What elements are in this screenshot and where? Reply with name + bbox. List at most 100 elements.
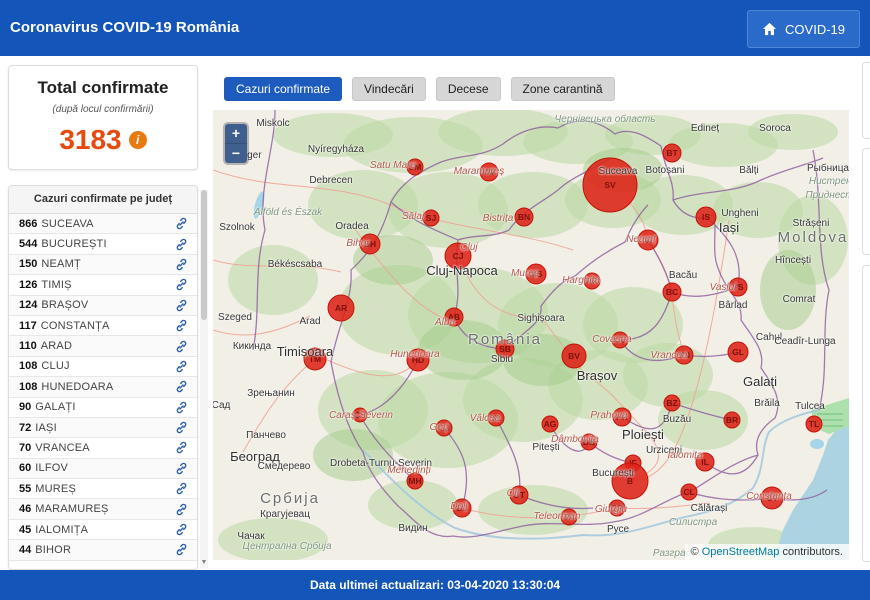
zoom-in-button[interactable]: + — [225, 124, 247, 143]
map-bubble-CL[interactable] — [680, 483, 698, 501]
map-label: Ploiești — [622, 427, 664, 442]
link-icon[interactable] — [175, 421, 189, 435]
county-count: 90 — [19, 401, 32, 414]
info-icon[interactable]: i — [128, 131, 147, 149]
covid19-nav-button[interactable]: COVID-19 — [747, 10, 860, 48]
map-bubble-BR[interactable] — [723, 411, 741, 429]
county-name: BRAȘOV — [41, 299, 89, 312]
map-label: Eger — [240, 150, 262, 161]
map-label: Русе — [606, 524, 630, 535]
map-label: Vrancea — [650, 350, 688, 361]
map-bubble-OT[interactable] — [509, 485, 529, 505]
link-icon[interactable] — [175, 461, 189, 475]
link-icon[interactable] — [175, 523, 189, 537]
map-bubble-B[interactable] — [611, 462, 649, 500]
map-bubble-VL[interactable] — [487, 409, 505, 427]
table-row: 70 VRANCEA — [9, 438, 197, 459]
map-label: Чачак — [237, 531, 265, 542]
map-bubble-MM[interactable] — [479, 162, 499, 182]
link-icon[interactable] — [175, 359, 189, 373]
map-bubble-TM[interactable] — [303, 347, 327, 371]
map-bubble-CV[interactable] — [611, 331, 629, 349]
tab-cazuri-confirmate[interactable]: Cazuri confirmate — [224, 77, 343, 101]
map-bubble-CT[interactable] — [760, 486, 784, 510]
map-bubble-BN[interactable] — [514, 207, 534, 227]
county-name: ILFOV — [35, 462, 69, 475]
link-icon[interactable] — [175, 298, 189, 312]
map-bubble-BC[interactable] — [662, 282, 682, 302]
map-label: Harghita — [562, 275, 600, 286]
map-bubble-GR[interactable] — [608, 499, 626, 517]
map-label: Olt — [506, 488, 520, 499]
map-bubble-HR[interactable] — [583, 272, 601, 290]
openstreetmap-link[interactable]: OpenStreetMap — [701, 546, 780, 558]
link-icon[interactable] — [175, 257, 189, 271]
scrollbar-thumb[interactable] — [201, 190, 207, 320]
map-bubble-IL[interactable] — [695, 452, 715, 472]
county-count: 117 — [19, 319, 37, 332]
link-icon[interactable] — [175, 543, 189, 557]
attribution-suffix: contributors. — [779, 546, 843, 558]
total-confirmed-subtitle: (după locul confirmării) — [52, 104, 154, 115]
map-label: Békéscsaba — [267, 259, 323, 270]
tab-decese[interactable]: Decese — [435, 77, 501, 101]
link-icon[interactable] — [175, 380, 189, 394]
map-bubble-GL[interactable] — [727, 341, 749, 363]
map-bubble-MS[interactable] — [525, 263, 547, 285]
map-bubble-SB[interactable] — [495, 339, 515, 359]
clipped-side-card — [862, 148, 870, 255]
map-bubble-CS[interactable] — [352, 407, 368, 423]
scrollbar-down-arrow[interactable]: ▼ — [200, 559, 208, 566]
map-bubble-NT[interactable] — [637, 229, 659, 251]
map-label: Cluj-Napoca — [426, 263, 498, 278]
map-bubble-BZ[interactable] — [663, 394, 681, 412]
county-table-header: Cazuri confirmate pe județ — [9, 186, 197, 214]
map-bubble-VS[interactable] — [728, 277, 748, 297]
map-bubble-DJ[interactable] — [452, 498, 472, 518]
tab-vindecari[interactable]: Vindecări — [352, 77, 426, 101]
map-bubble-PH[interactable] — [612, 407, 632, 427]
link-icon[interactable] — [175, 237, 189, 251]
map-bubble-AG[interactable] — [541, 415, 559, 433]
link-icon[interactable] — [175, 441, 189, 455]
map-bubble-AB[interactable] — [444, 307, 464, 327]
map-label: Teleorman — [533, 511, 581, 522]
map-bubble-TL[interactable] — [805, 415, 823, 433]
map-label: Bihor — [346, 238, 370, 249]
link-icon[interactable] — [175, 502, 189, 516]
county-table-scrollbar[interactable]: ▼ — [200, 190, 208, 568]
map-bubble-BT[interactable] — [662, 143, 682, 163]
zoom-out-button[interactable]: − — [225, 143, 247, 163]
map-bubble-BH[interactable] — [359, 233, 381, 255]
link-icon[interactable] — [175, 278, 189, 292]
map-bubble-GJ[interactable] — [435, 419, 453, 437]
map-bubble-IS[interactable] — [695, 206, 717, 228]
map-label: Botoșani — [645, 165, 685, 176]
map-bubble-TR[interactable] — [560, 508, 578, 526]
map-label: Giurgiu — [594, 504, 628, 515]
link-icon[interactable] — [175, 482, 189, 496]
map-label: Sibiu — [490, 354, 514, 365]
link-icon[interactable] — [175, 339, 189, 353]
table-row: 72 IAȘI — [9, 417, 197, 439]
map-bubble-AR[interactable] — [327, 294, 355, 322]
map-bubble-BV[interactable] — [561, 343, 587, 369]
map-bubble-SM[interactable] — [406, 158, 424, 176]
leaflet-map[interactable]: SV BT SM MM SJ BN BH CJ AR AB MS HR SB BV CV VN GL NT IS VS… — [213, 110, 849, 560]
map-bubble-DB[interactable] — [580, 433, 598, 451]
county-count: 866 — [19, 217, 38, 230]
link-icon[interactable] — [175, 319, 189, 333]
map-bubble-CJ[interactable] — [444, 242, 472, 270]
map-bubble-MH[interactable] — [406, 472, 424, 490]
map-label: Iași — [718, 220, 740, 235]
map-bubble-VN[interactable] — [674, 345, 694, 365]
map-bubble-SJ[interactable] — [422, 209, 440, 227]
link-icon[interactable] — [175, 400, 189, 414]
map-label: Vaslui — [709, 282, 737, 293]
tab-zone-carantina[interactable]: Zone carantină — [510, 77, 615, 101]
link-icon[interactable] — [175, 217, 189, 231]
map-bubble-HD[interactable] — [406, 348, 430, 372]
map-label: Neamț — [626, 234, 656, 245]
map-label: Brașov — [576, 368, 618, 383]
map-bubble-SV[interactable] — [582, 157, 638, 213]
